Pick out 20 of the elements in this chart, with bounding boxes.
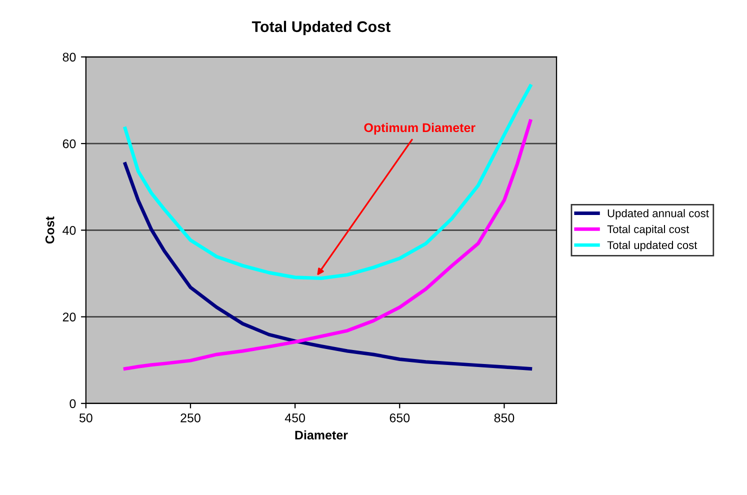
line-series: [123, 119, 532, 371]
y-axis-title: Cost: [45, 216, 54, 244]
annotation: Optimum Diameter: [364, 122, 476, 135]
y-tick-label: 80: [62, 52, 76, 62]
x-tick-label: 650: [390, 413, 410, 422]
y-tick-label: 20: [62, 312, 76, 322]
legend-label: Total updated cost: [607, 240, 698, 252]
x-axis-title: Diameter: [295, 430, 348, 440]
legend-label: Updated annual cost: [608, 209, 709, 220]
y-tick-label: 60: [62, 139, 76, 148]
x-tick-label: 50: [79, 413, 92, 422]
x-tick-label: 450: [284, 413, 306, 422]
x-tick-label: 850: [494, 413, 514, 422]
legend-label: Total capital cost: [607, 224, 690, 236]
y-tick-label: 40: [62, 226, 76, 235]
y-tick-label: 0: [70, 399, 76, 408]
line-series: [123, 84, 532, 280]
chart-title: Total Updated Cost: [252, 20, 390, 36]
line-series: [123, 162, 532, 371]
x-tick-label: 250: [180, 413, 200, 422]
